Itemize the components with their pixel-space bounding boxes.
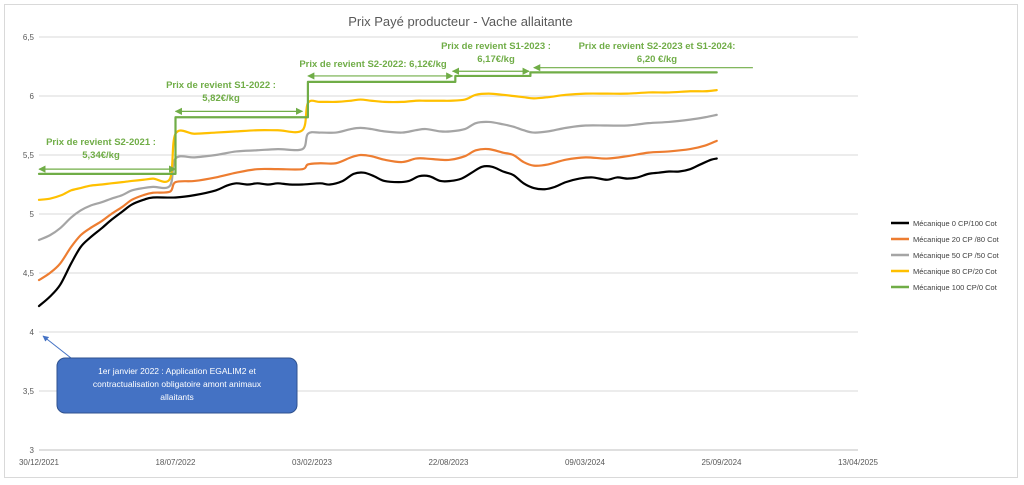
x-tick-label: 09/03/2024 — [565, 458, 606, 467]
y-tick-label: 3 — [30, 446, 35, 455]
line-chart: Prix Payé producteur - Vache allaitante … — [19, 14, 1000, 467]
cost-price-label: Prix de revient S1-2022 :5,82€/kg — [166, 80, 276, 104]
series-line — [37, 113, 718, 242]
egalim-callout: 1er janvier 2022 : Application EGALIM2 e… — [42, 335, 298, 414]
callout-arrow — [42, 335, 72, 359]
legend-label: Mécanique 80 CP/20 Cot — [913, 267, 998, 276]
series-line — [37, 157, 718, 308]
x-tick-label: 18/07/2022 — [155, 458, 196, 467]
series-line — [37, 139, 718, 282]
y-tick-label: 4 — [30, 328, 35, 337]
series-line — [37, 71, 718, 175]
cost-price-annotations: Prix de revient S2-2021 :5,34€/kg Prix de… — [38, 41, 753, 173]
callout-box — [56, 357, 298, 414]
x-tick-label: 25/09/2024 — [701, 458, 742, 467]
legend-label: Mécanique 0 CP/100 Cot — [913, 219, 998, 228]
x-tick-label: 13/04/2025 — [838, 458, 879, 467]
chart-title: Prix Payé producteur - Vache allaitante — [348, 14, 573, 29]
axes: 6,5 6 5,5 5 4,5 4 3,5 3 30/12/2021 18/07/2022 03/0… — [19, 33, 879, 467]
y-tick-label: 3,5 — [23, 387, 35, 396]
legend-label: Mécanique 50 CP /50 Cot — [913, 251, 1000, 260]
chart-frame: Prix Payé producteur - Vache allaitante … — [4, 4, 1018, 478]
y-tick-label: 5,5 — [23, 151, 35, 160]
y-tick-label: 6 — [30, 92, 35, 101]
x-tick-label: 22/08/2023 — [428, 458, 469, 467]
legend-label: Mécanique 100 CP/0 Cot — [913, 283, 998, 292]
y-tick-label: 4,5 — [23, 269, 35, 278]
x-tick-label: 30/12/2021 — [19, 458, 60, 467]
legend-label: Mécanique 20 CP /80 Cot — [913, 235, 1000, 244]
x-tick-label: 03/02/2023 — [292, 458, 333, 467]
series-lines — [37, 71, 718, 308]
callout-text: 1er janvier 2022 : Application EGALIM2 e… — [93, 366, 262, 402]
cost-price-label: Prix de revient S2-2021 :5,34€/kg — [46, 137, 156, 161]
cost-price-label: Prix de revient S1-2023 :6,17€/kg — [441, 41, 551, 65]
cost-price-label: Prix de revient S2-2022: 6,12€/kg — [299, 59, 447, 70]
y-tick-label: 6,5 — [23, 33, 35, 42]
cost-price-label: Prix de revient S2-2023 et S1-2024: 6,20 … — [579, 41, 736, 65]
legend: Mécanique 0 CP/100 Cot Mécanique 20 CP /8… — [891, 219, 1000, 292]
y-tick-label: 5 — [30, 210, 35, 219]
series-line — [37, 89, 718, 201]
